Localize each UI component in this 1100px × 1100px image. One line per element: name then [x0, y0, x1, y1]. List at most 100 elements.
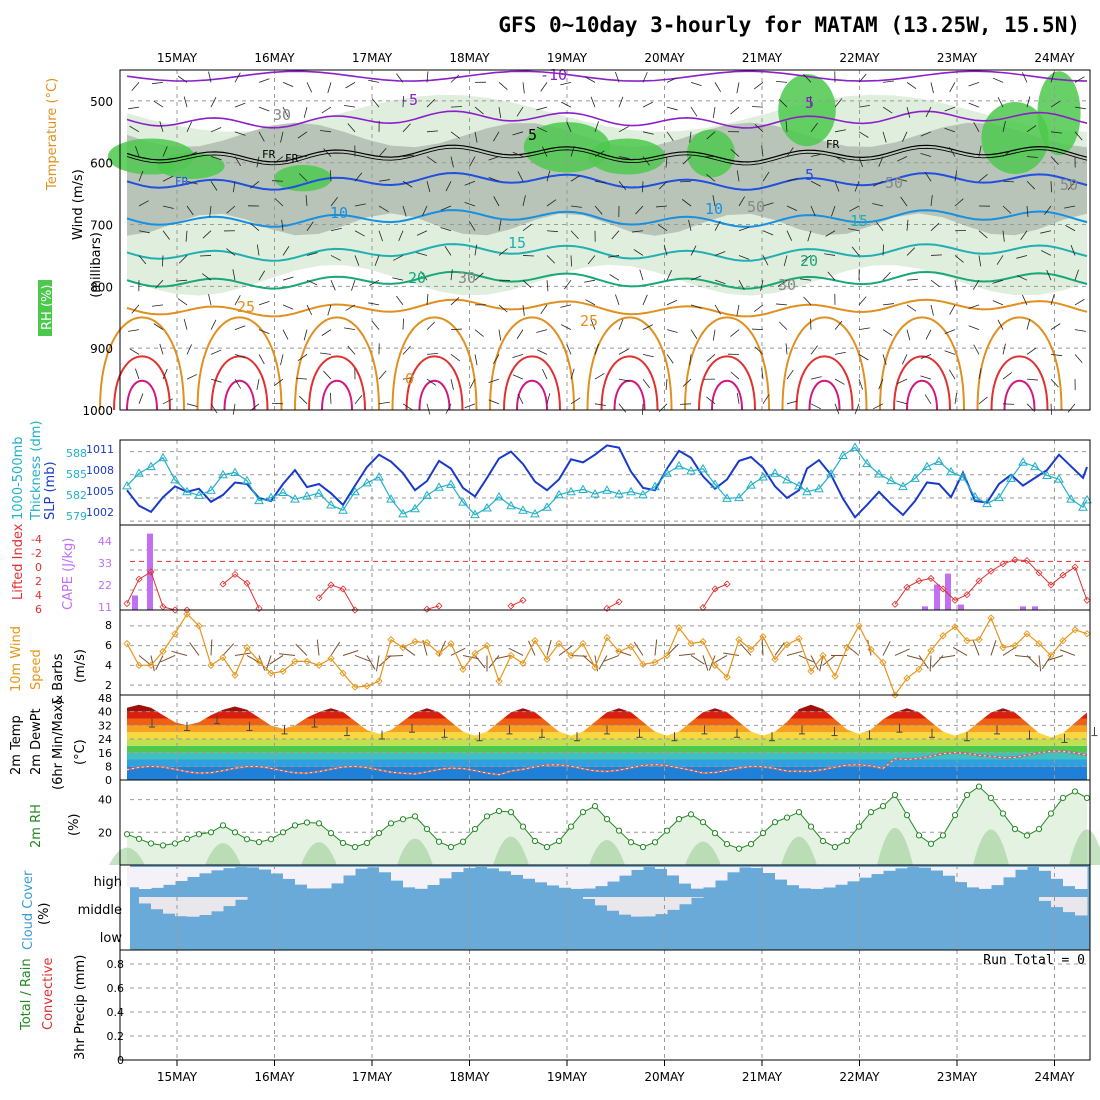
- temp-contour-minus10: [126, 70, 1088, 82]
- diurnal-contour: [600, 355, 659, 411]
- wind-barb: [210, 378, 222, 383]
- wind-barb: [810, 345, 818, 355]
- cloud-clear-high: [211, 867, 224, 871]
- wind-speed-point: [279, 667, 287, 675]
- wind-barb: [714, 304, 722, 315]
- thickness-point: [362, 477, 372, 487]
- wind-barb: [131, 304, 140, 314]
- wind-barb: [234, 295, 241, 306]
- wind-barb: [330, 255, 341, 261]
- wind-barb: [594, 373, 605, 380]
- wind-barb: [546, 280, 549, 292]
- rh-peak: [589, 840, 625, 865]
- rh-point: [399, 816, 407, 823]
- temp-contour-5: [126, 171, 1088, 191]
- wind-barb: [426, 181, 431, 193]
- wind-barb-10m: [295, 643, 308, 656]
- thickness-point: [542, 502, 552, 511]
- thickness-point: [922, 461, 932, 471]
- li-point: [351, 606, 359, 614]
- wind-barb: [488, 378, 500, 384]
- wind-speed-point: [663, 651, 671, 660]
- wind-barb: [474, 106, 484, 115]
- rh-point: [975, 783, 983, 790]
- wind-speed-point: [699, 637, 707, 646]
- wind-barb: [882, 244, 884, 256]
- wind-barb: [1064, 205, 1076, 209]
- day-label-bottom: 19MAY: [547, 1070, 588, 1084]
- wind-barb: [682, 156, 692, 165]
- wind-barb-10m: [265, 655, 272, 671]
- rh-point: [207, 829, 215, 836]
- diurnal-contour: [1003, 379, 1036, 411]
- wind-barb: [679, 403, 692, 405]
- wind-barb: [396, 295, 404, 306]
- wind-barb-10m: [386, 654, 404, 657]
- ytick-label: 900: [90, 342, 113, 356]
- wind-barb: [618, 403, 627, 413]
- wind-barb: [282, 106, 289, 118]
- wind-barb: [546, 199, 557, 207]
- wind-barb: [540, 304, 548, 315]
- wind-barb: [594, 205, 603, 215]
- diurnal-contour: [879, 316, 965, 411]
- wind-barb: [896, 178, 908, 182]
- wind-barb: [450, 74, 460, 83]
- wind-barb: [138, 230, 150, 234]
- cloud-clear-high: [415, 867, 428, 889]
- rh-high-blob: [157, 152, 225, 180]
- wind-barb: [1026, 180, 1036, 190]
- ytick-label: 32: [98, 719, 112, 732]
- ytick-label: 0: [117, 1054, 124, 1067]
- day-label-bottom: 23MAY: [937, 1070, 978, 1084]
- thickness-point: [374, 471, 384, 481]
- wind-barb: [570, 255, 572, 267]
- wind-barb: [474, 272, 484, 281]
- rh-point: [591, 803, 599, 810]
- cape-bar: [945, 573, 951, 610]
- wind-barb: [978, 230, 988, 239]
- wind-barb: [570, 368, 575, 380]
- wind-barb-10m: [810, 655, 819, 670]
- rh-point: [651, 839, 659, 846]
- diurnal-contour: [294, 316, 380, 411]
- contour-label: 30: [458, 269, 476, 287]
- wind-barb: [786, 400, 798, 405]
- wind-barb: [327, 82, 332, 93]
- cloud-clear-middle: [691, 897, 704, 898]
- wind-barb: [834, 129, 846, 133]
- diurnal-contour: [503, 355, 561, 411]
- diurnal-contour: [684, 316, 770, 411]
- wind-barb: [834, 351, 846, 355]
- li-point: [171, 606, 179, 614]
- ytick-label: 1000: [82, 404, 113, 418]
- wind-barb: [925, 329, 932, 340]
- rh-point: [567, 823, 575, 830]
- wind-barb: [440, 227, 452, 232]
- wind-barb: [570, 230, 579, 240]
- wind-barb: [834, 378, 845, 385]
- thickness-point: [230, 467, 240, 477]
- wind-barb: [208, 71, 212, 83]
- wind-barb: [920, 353, 932, 360]
- thickness-line: [126, 446, 1088, 516]
- thickness-point: [554, 489, 564, 499]
- wind-barb: [522, 279, 532, 288]
- wind-barb: [786, 147, 794, 157]
- diurnal-contour: [976, 316, 1063, 411]
- contour-label: 10: [330, 204, 348, 222]
- wind-barb: [155, 279, 164, 289]
- thickness-point: [590, 488, 600, 498]
- temp-contour-15: [126, 243, 1088, 262]
- thickness-point: [722, 493, 732, 502]
- wind-barb-10m: [376, 655, 380, 672]
- cloud-clear-high: [295, 867, 308, 885]
- wind-barb: [492, 131, 500, 142]
- rh-point: [363, 839, 371, 847]
- li-point: [183, 606, 191, 614]
- wind-barb: [666, 106, 678, 111]
- ytick-label: 700: [90, 219, 113, 233]
- rh-point: [759, 830, 767, 837]
- wind-barb: [162, 398, 173, 405]
- wind-barb: [1074, 269, 1079, 281]
